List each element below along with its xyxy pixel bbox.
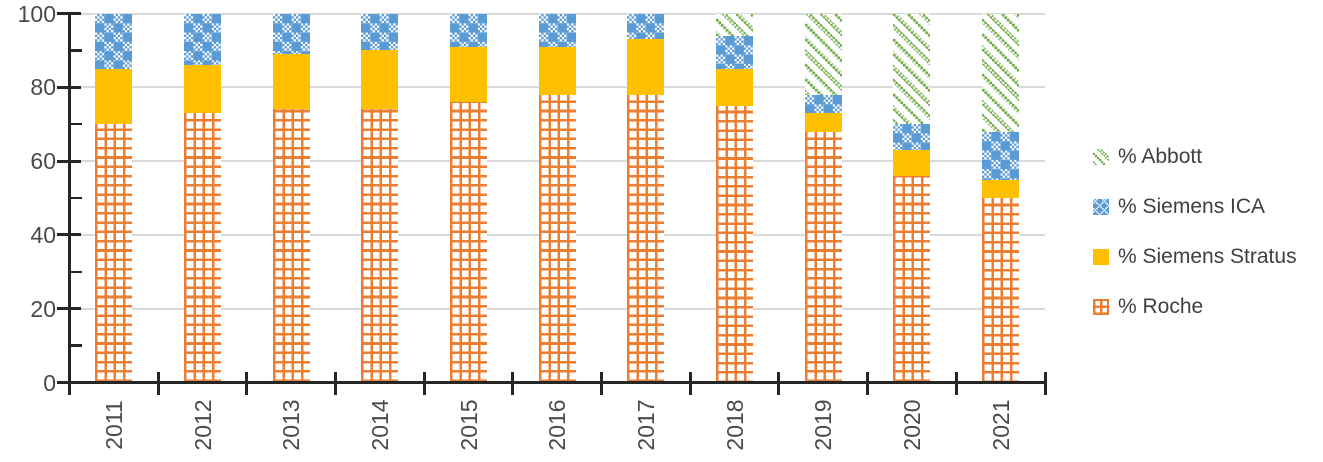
y-minor-tick: [71, 344, 82, 347]
bar-segment-ica-2014: [361, 13, 399, 51]
bar-segment-stratus-2015: [450, 46, 488, 103]
y-major-tick: [57, 233, 81, 237]
bar-segment-ica-2016: [538, 13, 576, 47]
bar-segment-abbott-2021: [982, 13, 1020, 132]
y-tick-label: 20: [30, 295, 56, 322]
bar-segment-stratus-2020: [893, 150, 931, 176]
x-axis-line: [68, 381, 1047, 384]
x-category-label: 2021: [987, 399, 1014, 451]
bar-segment-roche-2021: [982, 198, 1020, 383]
bar-segment-roche-2011: [95, 124, 133, 383]
bar-segment-roche-2020: [893, 175, 931, 383]
bar-segment-roche-2016: [538, 94, 576, 383]
y-tick-label: 60: [30, 148, 56, 175]
x-tick: [777, 372, 781, 395]
y-major-tick: [57, 307, 81, 311]
y-tick-label: 80: [30, 74, 56, 101]
bar-segment-ica-2012: [184, 13, 222, 66]
x-tick: [600, 372, 604, 395]
bar-segment-stratus-2019: [804, 113, 842, 132]
y-tick-label: 100: [17, 0, 56, 27]
y-tick-label: 0: [43, 369, 56, 396]
bar-segment-ica-2018: [716, 35, 754, 69]
bar-segment-ica-2013: [272, 13, 310, 55]
bar-segment-ica-2015: [450, 13, 488, 47]
x-tick: [68, 372, 71, 395]
x-tick: [511, 372, 515, 395]
x-category-label: 2017: [632, 399, 659, 451]
bar-segment-roche-2015: [450, 102, 488, 383]
y-axis-line: [68, 13, 71, 386]
bar-segment-stratus-2014: [361, 50, 399, 110]
bar-segment-abbott-2018: [716, 13, 754, 36]
bar-segment-roche-2017: [627, 94, 665, 383]
legend-item: % Roche: [1093, 295, 1203, 319]
x-tick: [688, 372, 692, 395]
bar-segment-stratus-2016: [538, 46, 576, 95]
y-minor-tick: [71, 196, 82, 200]
x-tick: [866, 372, 870, 395]
x-tick: [245, 372, 249, 395]
y-minor-tick: [71, 270, 82, 274]
bar-segment-roche-2018: [716, 105, 754, 383]
x-category-label: 2019: [810, 399, 837, 451]
x-tick: [422, 372, 426, 395]
y-major-tick: [57, 85, 81, 89]
legend-label: % Siemens Stratus: [1118, 245, 1297, 268]
bar-segment-ica-2021: [982, 131, 1020, 180]
bar-segment-abbott-2020: [893, 13, 931, 125]
legend-label: % Siemens ICA: [1118, 195, 1266, 218]
x-category-label: 2014: [366, 399, 393, 451]
legend-item: % Abbott: [1093, 145, 1202, 169]
y-minor-tick: [71, 122, 82, 126]
x-tick: [1043, 372, 1047, 395]
x-category-label: 2016: [544, 399, 571, 451]
bar-segment-roche-2019: [804, 131, 842, 383]
bar-segment-roche-2013: [272, 109, 310, 383]
legend-marker-abbott-icon: [1093, 149, 1109, 165]
x-category-label: 2012: [189, 399, 216, 451]
bar-segment-stratus-2021: [982, 179, 1020, 198]
legend-label: % Roche: [1118, 295, 1204, 318]
legend-item: % Siemens Stratus: [1093, 245, 1297, 269]
bar-segment-stratus-2011: [95, 68, 133, 125]
x-tick: [954, 372, 958, 395]
legend-marker-ica-icon: [1093, 199, 1109, 215]
bar-segment-stratus-2012: [184, 65, 222, 114]
legend-label: % Abbott: [1118, 145, 1203, 168]
y-tick-label: 40: [30, 221, 56, 248]
y-minor-tick: [71, 49, 82, 52]
bar-segment-stratus-2018: [716, 68, 754, 106]
bar-segment-stratus-2013: [272, 54, 310, 110]
x-category-label: 2020: [898, 399, 925, 451]
bar-segment-roche-2012: [184, 113, 222, 383]
legend-marker-stratus-icon: [1093, 249, 1109, 265]
x-category-label: 2018: [721, 399, 748, 451]
bar-segment-abbott-2019: [804, 13, 842, 95]
bar-segment-ica-2019: [804, 94, 842, 114]
x-category-label: 2015: [455, 399, 482, 451]
x-tick: [156, 372, 160, 395]
bar-segment-ica-2017: [627, 13, 665, 40]
bar-segment-roche-2014: [361, 109, 399, 383]
x-category-label: 2013: [278, 399, 305, 451]
bar-segment-ica-2011: [95, 13, 133, 69]
bar-segment-ica-2020: [893, 124, 931, 151]
y-major-tick: [57, 12, 81, 15]
y-major-tick: [57, 159, 81, 163]
legend-marker-roche-icon: [1093, 299, 1109, 315]
bar-segment-stratus-2017: [627, 39, 665, 95]
x-tick: [334, 372, 338, 395]
x-category-label: 2011: [100, 400, 127, 450]
legend-item: % Siemens ICA: [1093, 195, 1265, 219]
